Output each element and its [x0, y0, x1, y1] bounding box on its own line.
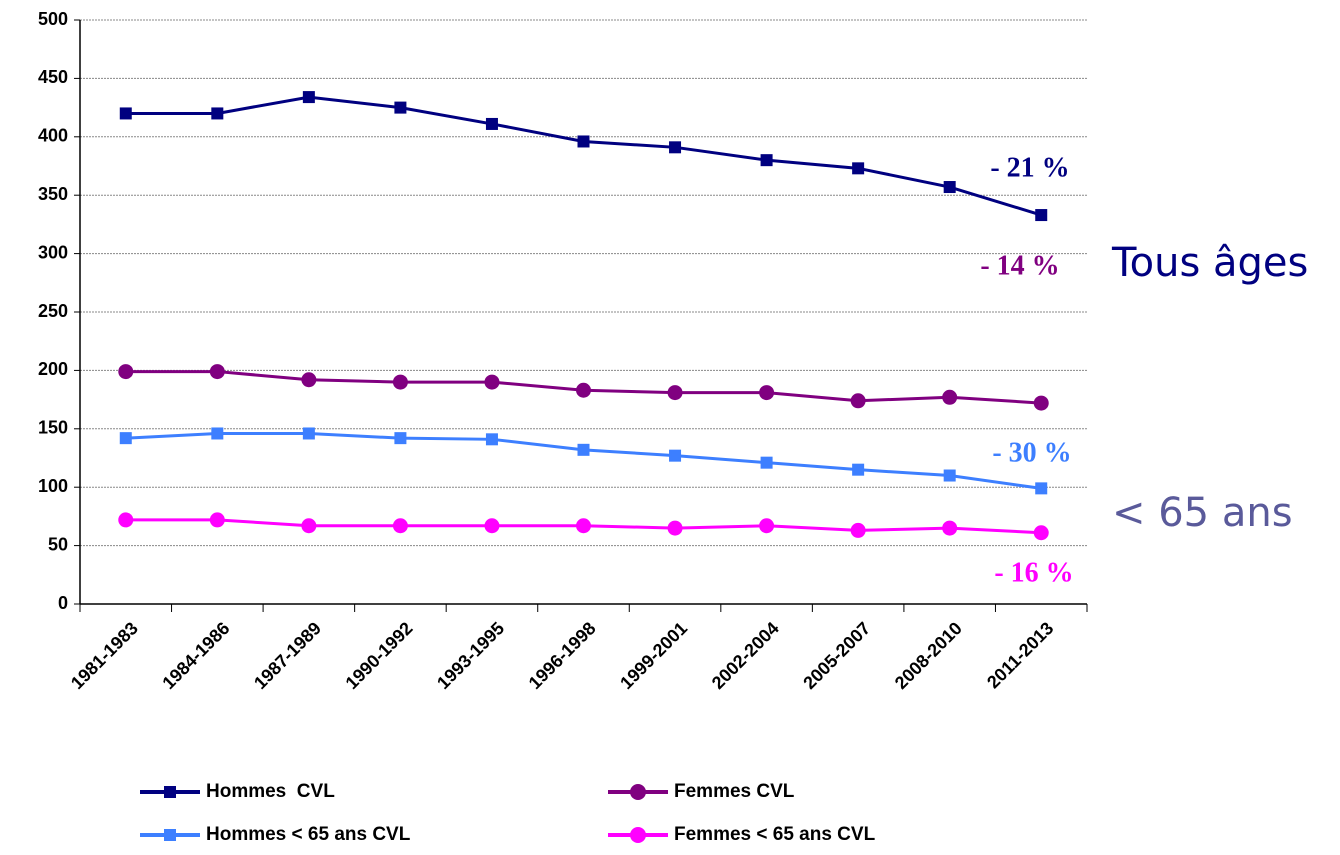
marker — [669, 449, 682, 462]
marker — [392, 518, 408, 534]
marker — [302, 427, 315, 440]
x-tick-label: 2011-2013 — [983, 618, 1057, 692]
marker — [852, 162, 865, 175]
y-tick-label: 450 — [38, 67, 68, 87]
y-tick-label: 150 — [38, 418, 68, 438]
marker — [576, 382, 591, 398]
marker — [392, 374, 408, 390]
marker — [1033, 395, 1049, 411]
y-tick-label: 400 — [38, 126, 68, 146]
marker — [667, 385, 683, 401]
y-tick-label: 350 — [38, 184, 68, 204]
x-tick-label: 1999-2001 — [616, 618, 691, 693]
annotation: - 14 % — [980, 250, 1059, 281]
side-label: < 65 ans — [1112, 490, 1293, 536]
y-tick-label: 100 — [38, 476, 68, 496]
x-tick-label: 1984-1986 — [158, 618, 233, 693]
marker — [669, 141, 682, 154]
series-line — [125, 95, 1042, 217]
legend-label: Femmes CVL — [674, 781, 795, 802]
legend-marker — [164, 829, 176, 841]
marker — [485, 433, 498, 446]
marker — [1035, 482, 1048, 495]
marker — [484, 374, 500, 390]
marker — [211, 107, 224, 120]
marker — [577, 135, 590, 148]
marker — [760, 456, 773, 469]
legend-label: Hommes < 65 ans CVL — [206, 824, 411, 845]
x-tick-label: 2005-2007 — [799, 618, 874, 693]
marker — [943, 469, 956, 482]
marker — [302, 91, 315, 104]
marker — [1033, 525, 1049, 541]
legend-marker — [630, 784, 646, 800]
marker — [760, 154, 773, 167]
marker — [942, 520, 958, 536]
y-tick-label: 50 — [48, 534, 68, 554]
marker — [576, 518, 591, 534]
legend-marker — [164, 786, 176, 798]
marker — [301, 518, 317, 534]
marker — [485, 117, 498, 130]
annotation: - 30 % — [992, 437, 1071, 468]
marker — [394, 101, 407, 114]
marker — [118, 512, 134, 528]
marker — [394, 432, 407, 445]
x-tick-label: 1996-1998 — [525, 618, 600, 693]
x-tick-label: 1981-1983 — [67, 618, 142, 693]
marker — [209, 364, 225, 380]
marker — [759, 385, 775, 401]
marker — [850, 522, 866, 538]
x-tick-label: 1987-1989 — [250, 618, 325, 693]
legend-label: Hommes CVL — [206, 781, 335, 802]
y-tick-label: 500 — [38, 9, 68, 29]
x-tick-label: 1990-1992 — [342, 618, 417, 693]
marker — [850, 393, 866, 409]
marker — [942, 389, 958, 405]
marker — [943, 181, 956, 194]
marker — [577, 443, 590, 456]
x-tick-label: 2008-2010 — [891, 618, 966, 693]
marker — [1035, 209, 1048, 222]
series-line — [125, 431, 1042, 490]
legend-marker — [630, 827, 646, 843]
y-tick-label: 200 — [38, 359, 68, 379]
marker — [759, 518, 775, 534]
annotation: - 21 % — [990, 152, 1069, 183]
side-label: Tous âges — [1111, 240, 1308, 286]
marker — [667, 520, 683, 536]
y-tick-label: 0 — [58, 593, 68, 613]
marker — [119, 107, 132, 120]
x-tick-label: 1993-1995 — [433, 618, 508, 693]
annotation: - 16 % — [994, 557, 1073, 588]
marker — [211, 427, 224, 440]
y-tick-label: 250 — [38, 301, 68, 321]
legend-label: Femmes < 65 ans CVL — [674, 824, 876, 845]
marker — [119, 432, 132, 445]
y-tick-label: 300 — [38, 242, 68, 262]
marker — [852, 463, 865, 476]
x-tick-label: 2002-2004 — [708, 618, 783, 693]
marker — [301, 372, 317, 388]
marker — [484, 518, 500, 534]
marker — [118, 364, 134, 380]
marker — [209, 512, 225, 528]
